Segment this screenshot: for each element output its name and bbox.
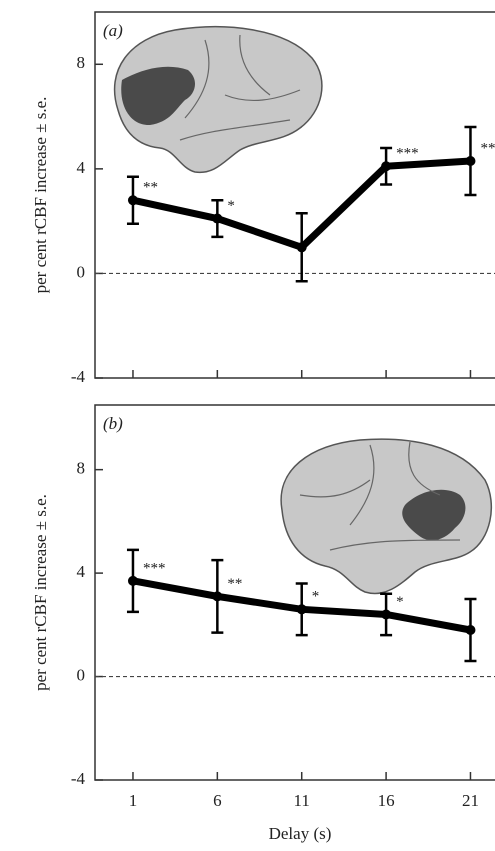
significance-label: * [227, 198, 235, 214]
data-point [465, 156, 476, 167]
y-tick-label: -4 [71, 769, 86, 788]
significance-label: ** [227, 576, 242, 592]
data-point [127, 195, 138, 206]
brain-illustration-a [113, 26, 323, 174]
data-point [465, 625, 476, 635]
significance-label: * [396, 594, 404, 610]
y-tick-label: -4 [71, 367, 86, 386]
significance-label: * [312, 589, 320, 605]
brain-illustration-b [280, 438, 493, 595]
data-point [296, 242, 307, 253]
y-axis-label: per cent rCBF increase ± s.e. [31, 97, 50, 294]
y-tick-label: 4 [77, 158, 86, 177]
x-tick-label: 11 [294, 791, 310, 810]
panel-label: (a) [103, 21, 123, 40]
data-point [127, 575, 138, 586]
data-point [381, 609, 392, 620]
y-tick-label: 4 [77, 562, 86, 581]
y-tick-label: 0 [77, 262, 86, 281]
x-tick-label: 16 [378, 791, 395, 810]
y-tick-label: 8 [77, 53, 86, 72]
x-tick-label: 1 [129, 791, 138, 810]
y-axis-label: per cent rCBF increase ± s.e. [31, 494, 50, 691]
significance-label: *** [396, 146, 419, 162]
plot-frame [94, 11, 495, 379]
plot-frame [94, 404, 495, 781]
significance-label: *** [480, 140, 495, 156]
y-tick-label: 8 [77, 459, 86, 478]
x-tick-label: 6 [213, 791, 222, 810]
data-point [381, 161, 392, 172]
significance-label: ** [143, 180, 158, 196]
data-point [212, 213, 223, 224]
x-tick-label: 21 [462, 791, 479, 810]
significance-label: *** [143, 560, 166, 576]
y-tick-label: 0 [77, 665, 86, 684]
x-axis-label: Delay (s) [269, 824, 332, 843]
data-point [212, 591, 223, 602]
panel-label: (b) [103, 414, 123, 433]
data-point [296, 604, 307, 615]
